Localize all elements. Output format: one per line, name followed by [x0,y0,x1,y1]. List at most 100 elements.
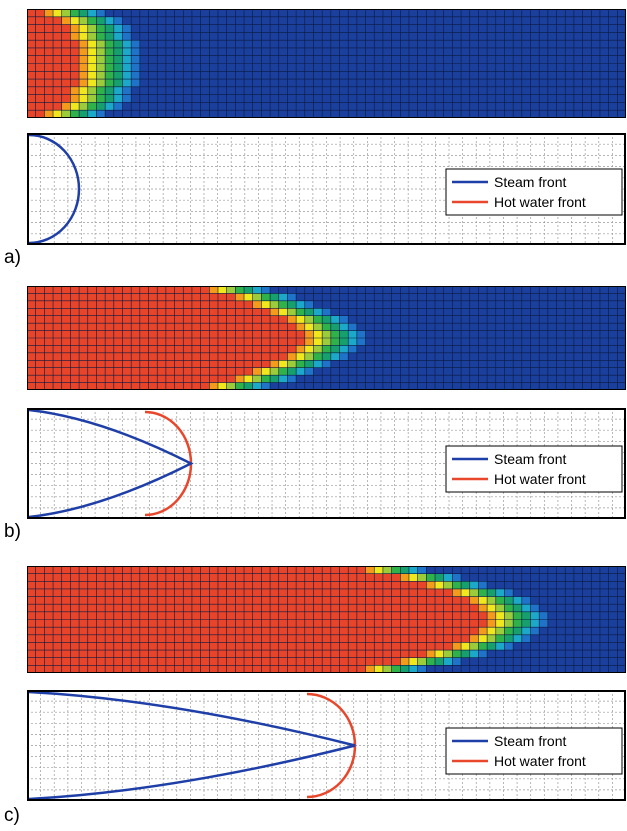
grid-cell [417,619,427,628]
grid-cell [235,345,245,353]
grid-cell [339,642,349,651]
grid-cell [105,588,114,597]
grid-cell [270,650,279,658]
grid-cell [521,619,531,628]
grid-cell [122,581,132,589]
grid-cell [27,642,36,651]
legend-hot-water-label: Hot water front [494,194,586,210]
grid-cell [139,323,149,331]
grid-cell [70,330,80,338]
grid-cell [27,40,36,48]
grid-cell [35,94,45,103]
grid-cell [244,382,253,390]
grid-cell [348,604,357,612]
grid-cell [235,375,245,383]
grid-cell [322,315,331,324]
grid-cell [270,352,279,361]
grid-cell [365,566,375,574]
grid-cell [278,642,288,651]
grid-cell [382,573,392,582]
grid-cell [61,566,71,574]
grid-cell [44,566,54,574]
grid-cell [408,581,418,589]
grid-cell [183,665,192,673]
grid-cell [504,619,514,628]
grid-cell [330,619,340,628]
grid-cell [61,323,71,331]
grid-cell [53,32,62,41]
grid-cell [296,619,305,628]
grid-cell [322,604,331,612]
grid-cell [148,650,158,658]
grid-cell [226,611,236,620]
grid-cell [61,47,71,56]
grid-cell [391,650,401,658]
grid-cell [339,573,349,582]
grid-cell [113,588,123,597]
grid-cell [365,627,375,635]
grid-cell [209,650,218,658]
grid-cell [53,604,62,612]
grid-cell [270,634,279,643]
grid-cell [27,619,36,628]
grid-cell [87,71,97,80]
grid-cell [61,55,71,64]
grid-cell [313,642,323,651]
legend-steam-label: Steam front [494,733,566,749]
grid-cell [157,382,166,390]
grid-cell [105,581,114,589]
grid-cell [452,581,462,589]
grid-cell [105,102,114,111]
grid-cell [244,627,253,635]
grid-cell [105,300,114,309]
grid-cell [113,665,123,673]
grid-cell [278,665,288,673]
grid-cell [287,308,297,316]
grid-cell [165,581,175,589]
grid-cell [261,375,271,383]
grid-cell [122,286,132,294]
grid-cell [87,286,97,294]
grid-cell [79,581,88,589]
grid-cell [322,308,331,316]
grid-cell [391,634,401,643]
grid-cell [200,286,210,294]
grid-cell [296,315,305,324]
grid-cell [27,650,36,658]
grid-cell [87,315,97,324]
grid-cell [296,634,305,643]
grid-cell [53,588,62,597]
grid-cell [174,657,184,666]
grid-cell [139,382,149,390]
grid-cell [287,345,297,353]
grid-cell [261,657,271,666]
grid-cell [348,345,357,353]
grid-cell [44,110,54,118]
grid-cell [191,345,201,353]
grid-cell [226,657,236,666]
grid-cell [304,611,314,620]
grid-cell [79,566,88,574]
grid-cell [408,573,418,582]
grid-cell [287,611,297,620]
grid-cell [322,345,331,353]
grid-cell [53,79,62,87]
grid-cell [157,657,166,666]
grid-cell [270,330,279,338]
grid-cell [165,657,175,666]
grid-cell [209,338,218,346]
grid-cell [44,71,54,80]
grid-cell [339,323,349,331]
grid-cell [330,315,340,324]
grid-cell [400,634,409,643]
grid-cell [157,665,166,673]
grid-cell [148,375,158,383]
grid-cell [96,611,106,620]
grid-cell [252,650,262,658]
grid-cell [270,581,279,589]
grid-cell [191,566,201,574]
grid-cell [426,604,436,612]
grid-cell [113,300,123,309]
grid-cell [322,330,331,338]
grid-cell [417,634,427,643]
